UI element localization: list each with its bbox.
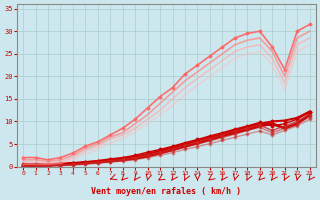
X-axis label: Vent moyen/en rafales ( km/h ): Vent moyen/en rafales ( km/h ) <box>91 187 241 196</box>
